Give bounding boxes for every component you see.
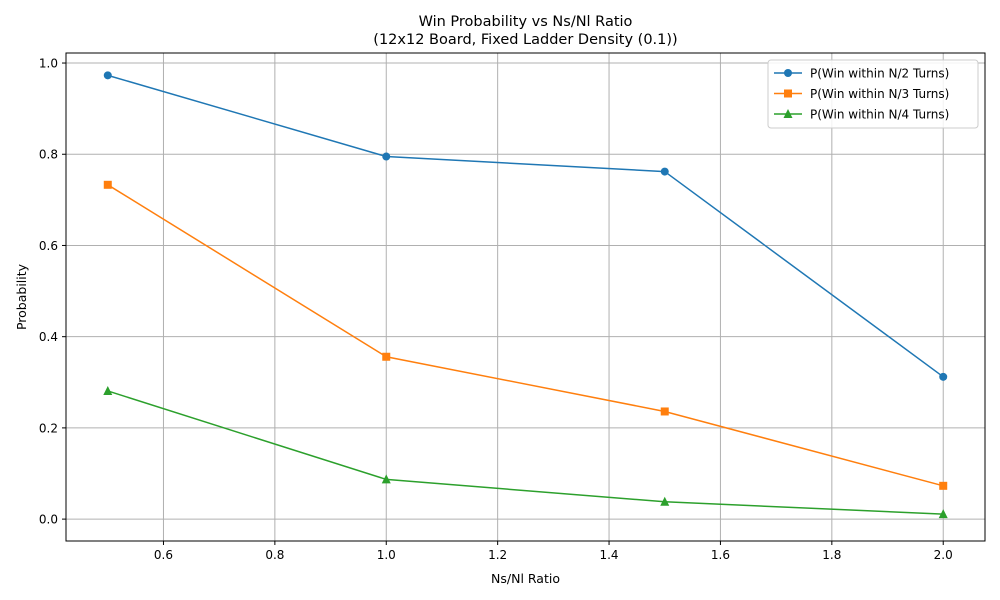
y-tick-label: 0.0 — [39, 513, 58, 527]
data-point — [660, 496, 670, 506]
legend-label: P(Win within N/4 Turns) — [810, 108, 949, 122]
data-point — [938, 509, 948, 519]
x-tick-label: 0.8 — [265, 548, 284, 562]
legend-item: P(Win within N/4 Turns) — [774, 108, 949, 122]
legend-box — [767, 59, 979, 129]
x-tick-label: 1.0 — [377, 548, 396, 562]
legend-label: P(Win within N/2 Turns) — [810, 67, 949, 81]
y-tick-label: 0.2 — [39, 421, 58, 435]
data-point — [103, 71, 112, 80]
data-point — [660, 167, 669, 176]
legend: P(Win within N/2 Turns) P(Win within N/3 … — [767, 59, 979, 129]
data-point — [382, 152, 391, 161]
y-tick-label: 0.4 — [39, 330, 58, 344]
legend-item: P(Win within N/3 Turns) — [774, 87, 949, 101]
series-line — [107, 184, 944, 487]
x-tick-label: 1.4 — [599, 548, 618, 562]
x-tick-label: 1.2 — [488, 548, 507, 562]
y-axis-label: Probability — [14, 263, 29, 330]
chart-title: Win Probability vs Ns/Nl Ratio — [419, 14, 633, 30]
x-tick-label: 1.8 — [822, 548, 841, 562]
series-layer — [103, 71, 948, 519]
legend-marker — [783, 109, 793, 118]
legend-item: P(Win within N/2 Turns) — [774, 67, 949, 81]
y-tick-label: 0.6 — [39, 239, 58, 253]
plot-frame — [65, 52, 986, 542]
x-tick-label: 2.0 — [934, 548, 953, 562]
data-point — [939, 481, 948, 490]
series-line — [107, 74, 944, 378]
x-tick-label: 1.6 — [711, 548, 730, 562]
legend-marker — [784, 69, 792, 77]
data-point — [382, 352, 391, 361]
chart-subtitle: (12x12 Board, Fixed Ladder Density (0.1)… — [373, 32, 677, 48]
y-axis: 0.0 0.2 0.4 0.6 0.8 1.0 — [39, 57, 66, 527]
x-tick-label: 0.6 — [154, 548, 173, 562]
legend-label: P(Win within N/3 Turns) — [810, 87, 949, 101]
series-2 — [103, 180, 948, 490]
x-axis: 0.6 0.8 1.0 1.2 1.4 1.6 1.8 2.0 — [154, 541, 953, 562]
legend-marker — [784, 89, 792, 98]
y-tick-label: 0.8 — [39, 148, 58, 162]
data-point — [660, 407, 669, 416]
data-point — [103, 385, 113, 395]
series-3 — [103, 385, 948, 519]
data-point — [381, 474, 391, 484]
series-line — [107, 390, 944, 515]
series-1 — [103, 71, 948, 381]
y-tick-label: 1.0 — [39, 57, 58, 71]
x-axis-label: Ns/Nl Ratio — [491, 571, 560, 586]
data-point — [939, 372, 948, 381]
data-point — [103, 180, 112, 189]
